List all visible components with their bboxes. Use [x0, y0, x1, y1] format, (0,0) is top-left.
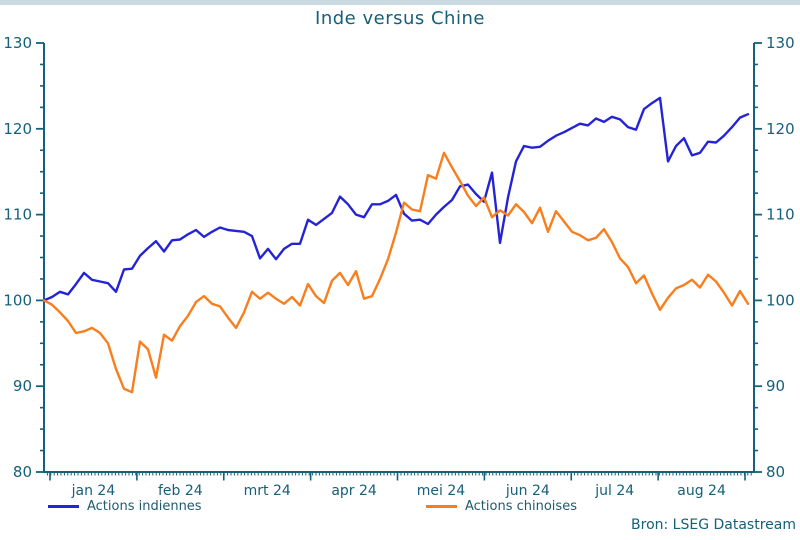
y-axis-tick-label-left: 130 — [3, 34, 32, 52]
x-axis-month-label: mrt 24 — [244, 483, 291, 499]
y-axis-tick-label-right: 90 — [766, 377, 785, 395]
x-axis-month-label: aug 24 — [677, 483, 726, 499]
y-axis-tick-label-right: 80 — [766, 463, 785, 481]
india-line-swatch — [48, 504, 79, 508]
legend-item-china: Actions chinoises — [426, 498, 577, 514]
china-line-swatch — [426, 504, 457, 508]
x-axis-month-label: feb 24 — [158, 483, 203, 499]
legend-label-india: Actions indiennes — [87, 498, 202, 514]
y-axis-tick-label-right: 110 — [766, 206, 795, 224]
y-axis-tick-label-left: 110 — [3, 206, 32, 224]
x-axis-month-label: jun 24 — [505, 483, 550, 499]
y-axis-tick-label-left: 90 — [13, 377, 32, 395]
source-attribution: Bron: LSEG Datastream — [631, 517, 796, 533]
x-axis-month-label: apr 24 — [331, 483, 377, 499]
y-axis-tick-label-right: 120 — [766, 120, 795, 138]
y-axis-tick-label-right: 130 — [766, 34, 795, 52]
top-border-band — [0, 0, 800, 5]
y-axis-tick-label-left: 120 — [3, 120, 32, 138]
legend-label-china: Actions chinoises — [465, 498, 577, 514]
y-axis-tick-label-left: 80 — [13, 463, 32, 481]
x-axis-month-label: mei 24 — [417, 483, 465, 499]
x-axis-month-label: jul 24 — [594, 483, 634, 499]
x-axis-month-label: jan 24 — [71, 483, 116, 499]
india-series-line — [42, 96, 750, 302]
y-axis-tick-label-right: 100 — [766, 291, 795, 309]
china-series-line — [42, 151, 750, 394]
chart-title: Inde versus Chine — [315, 8, 485, 29]
y-axis-tick-label-left: 100 — [3, 291, 32, 309]
legend-item-india: Actions indiennes — [48, 498, 202, 514]
